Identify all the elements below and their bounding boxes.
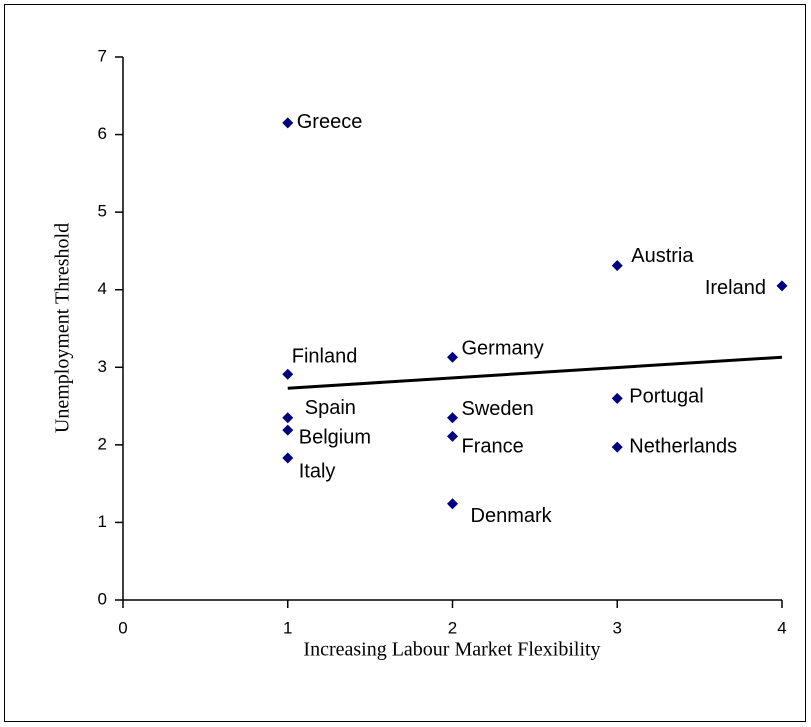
y-tick-label: 4 xyxy=(98,279,107,298)
y-tick-label: 0 xyxy=(98,589,107,608)
data-label: Greece xyxy=(297,111,363,133)
data-point xyxy=(447,412,458,424)
data-label: Finland xyxy=(292,346,358,368)
trend-line xyxy=(287,355,783,390)
data-label: Ireland xyxy=(705,277,766,299)
data-point xyxy=(611,260,623,272)
x-axis-title: Increasing Labour Market Flexibility xyxy=(303,639,600,661)
data-point xyxy=(776,280,788,292)
y-tick-label: 1 xyxy=(98,512,107,531)
x-tick-label: 2 xyxy=(448,618,457,637)
data-point xyxy=(611,392,623,404)
y-axis-title: Unemployment Threshold xyxy=(52,223,74,433)
y-tick-label: 2 xyxy=(98,434,107,453)
data-point xyxy=(447,498,458,510)
data-label: Italy xyxy=(299,460,336,482)
data-label: France xyxy=(462,436,524,458)
data-label: Austria xyxy=(631,245,694,267)
data-point xyxy=(447,430,458,442)
data-label: Spain xyxy=(305,397,356,419)
data-point xyxy=(282,117,294,129)
data-label: Denmark xyxy=(471,505,553,527)
x-tick-label: 1 xyxy=(283,618,292,637)
x-tick-label: 3 xyxy=(613,618,622,637)
data-point xyxy=(282,412,294,424)
data-label: Portugal xyxy=(629,386,704,408)
data-point xyxy=(282,368,294,380)
x-tick-label: 4 xyxy=(777,618,786,637)
data-point xyxy=(282,424,294,436)
data-point xyxy=(611,441,623,453)
data-label: Netherlands xyxy=(629,435,737,457)
data-label: Germany xyxy=(462,337,544,359)
data-point xyxy=(282,452,294,464)
y-tick-label: 7 xyxy=(98,46,107,65)
data-point xyxy=(447,351,458,363)
data-label: Belgium xyxy=(299,426,371,448)
y-tick-label: 3 xyxy=(98,357,107,376)
y-tick-label: 6 xyxy=(98,124,107,143)
y-tick-label: 5 xyxy=(98,202,107,221)
x-tick-label: 0 xyxy=(118,618,127,637)
data-label: Sweden xyxy=(462,398,534,420)
